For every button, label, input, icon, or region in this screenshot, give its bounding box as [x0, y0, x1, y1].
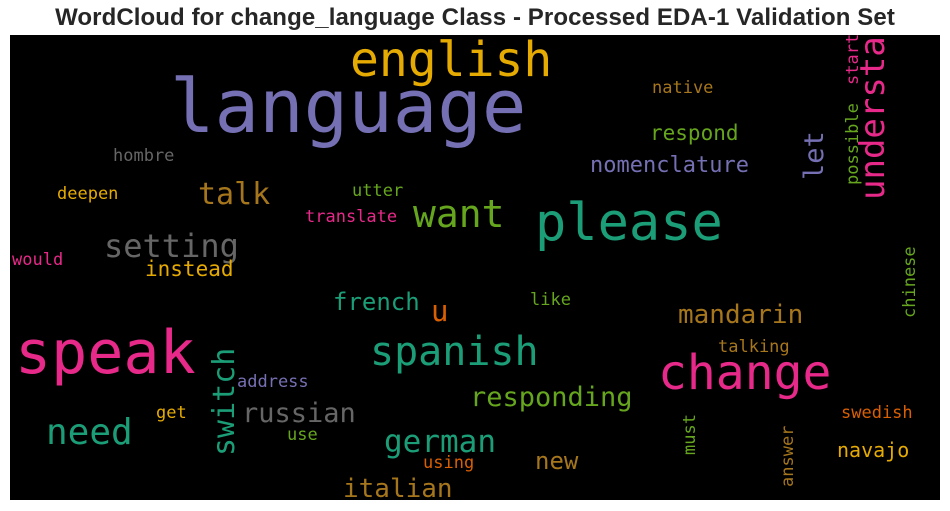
- word-navajo: navajo: [837, 438, 909, 462]
- word-using: using: [423, 453, 474, 473]
- word-native: native: [652, 78, 713, 98]
- word-respond: respond: [650, 121, 739, 145]
- word-mandarin: mandarin: [678, 300, 803, 330]
- chart-title: WordCloud for change_language Class - Pr…: [55, 4, 895, 31]
- word-utter: utter: [352, 181, 403, 201]
- word-nomenclature: nomenclature: [590, 153, 749, 178]
- word-switch: switch: [207, 348, 242, 456]
- word-english: english: [350, 35, 552, 88]
- word-get: get: [156, 403, 187, 423]
- word-new: new: [535, 447, 579, 475]
- word-let: let: [799, 131, 830, 180]
- word-u: u: [431, 294, 448, 328]
- word-italian: italian: [343, 474, 453, 500]
- word-use: use: [287, 425, 318, 445]
- word-change: change: [658, 345, 831, 401]
- word-french: french: [333, 288, 420, 316]
- wordcloud-svg: language speak please change english spanish w…: [12, 35, 920, 500]
- wordcloud-canvas: language speak please change english spanish w…: [10, 35, 940, 500]
- word-language: language: [170, 64, 526, 150]
- word-possible: possible: [843, 103, 863, 185]
- word-swedish: swedish: [841, 403, 913, 423]
- word-russian: russian: [242, 398, 356, 429]
- word-instead: instead: [145, 257, 234, 281]
- word-address: address: [237, 372, 309, 392]
- word-german: german: [384, 424, 496, 460]
- word-need: need: [46, 412, 133, 453]
- word-setting: setting: [104, 227, 239, 265]
- word-like: like: [530, 290, 571, 310]
- word-want: want: [413, 192, 505, 236]
- word-chinese: chinese: [900, 246, 920, 318]
- word-spanish: spanish: [370, 329, 539, 375]
- word-please: please: [535, 193, 723, 253]
- word-must: must: [680, 414, 700, 455]
- word-talking: talking: [718, 337, 790, 357]
- word-speak: speak: [15, 318, 196, 388]
- word-responding: responding: [470, 382, 633, 413]
- word-translate: translate: [305, 207, 397, 227]
- word-deepen: deepen: [57, 184, 118, 204]
- word-would: would: [12, 250, 63, 270]
- word-talk: talk: [198, 177, 270, 212]
- word-hombre: hombre: [113, 146, 174, 166]
- word-understand: understand: [853, 35, 893, 200]
- word-answer: answer: [778, 426, 798, 487]
- word-start: start: [843, 35, 863, 85]
